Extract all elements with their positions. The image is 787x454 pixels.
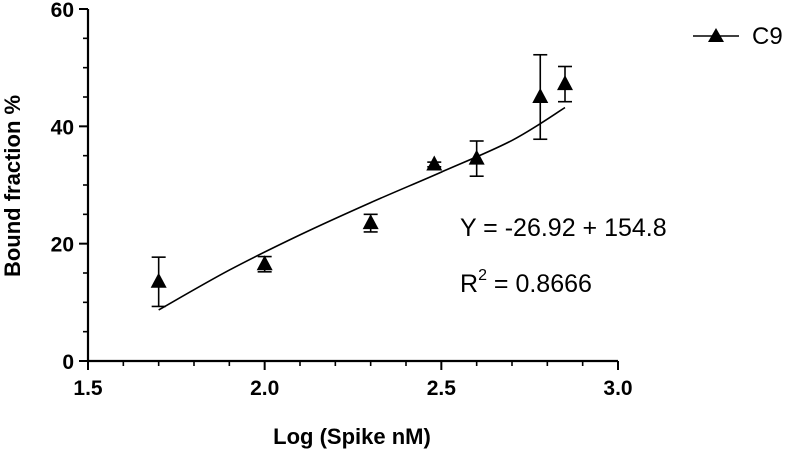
r-squared-value: = 0.8666: [487, 270, 592, 298]
legend-label-c9: C9: [752, 23, 783, 50]
legend-triangle-icon: [708, 28, 724, 42]
data-point: [362, 213, 379, 233]
fit-curve: [158, 106, 566, 311]
data-point: [426, 155, 443, 171]
axes: [86, 9, 618, 363]
data-points: [150, 53, 573, 308]
x-tick-label: 2.0: [250, 377, 279, 400]
y-tick-label: 0: [62, 351, 74, 374]
fit-equation: Y = -26.92 + 154.8: [460, 214, 667, 242]
y-tick-label: 60: [51, 0, 74, 22]
x-tick-label: 2.5: [427, 377, 457, 400]
legend: C9: [693, 23, 783, 50]
x-tick-label: 3.0: [603, 377, 632, 400]
data-point: [468, 140, 485, 177]
triangle-marker: [256, 255, 273, 271]
triangle-marker: [532, 88, 549, 103]
r-squared-annotation: R2 = 0.8666: [460, 267, 592, 298]
data-point: [150, 256, 167, 308]
x-axis-title: Log (Spike nM): [273, 424, 431, 449]
y-tick-label: 20: [51, 234, 74, 257]
triangle-marker: [557, 75, 573, 91]
fit-curve-path: [158, 106, 566, 311]
triangle-marker: [468, 149, 485, 165]
data-point: [532, 53, 549, 141]
triangle-marker: [362, 214, 379, 230]
data-point: [256, 255, 273, 273]
triangle-marker: [150, 272, 167, 288]
r-squared-symbol: R: [460, 270, 478, 298]
ticks: 1.5 2.0 2.5 3.0 0 20 40 60: [51, 0, 633, 400]
x-tick-label: 1.5: [73, 377, 103, 400]
triangle-marker: [426, 155, 443, 171]
r-squared-exponent: 2: [478, 267, 487, 284]
data-point: [557, 65, 573, 103]
y-axis-title: Bound fraction %: [0, 95, 25, 277]
y-tick-label: 40: [51, 116, 74, 139]
